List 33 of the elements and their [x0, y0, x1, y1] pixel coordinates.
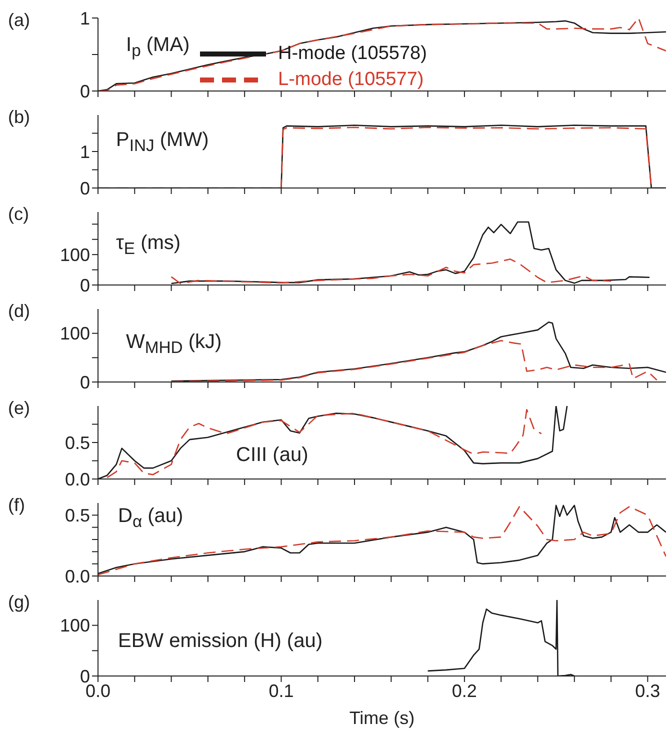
y-tick-label: 0: [80, 81, 90, 102]
text: (e): [8, 398, 30, 419]
x-axis-title: Time (s): [349, 708, 415, 728]
text: (b): [8, 107, 30, 128]
x-tick-label: 0.2: [452, 680, 477, 701]
text: (g): [8, 592, 30, 613]
text: (f): [8, 495, 25, 516]
text: (a): [8, 10, 30, 31]
y-axis-title: τ$_{E}$ (ms): [116, 232, 181, 259]
x-tick-label: 0.1: [268, 680, 294, 701]
y-axis-title: CIII (au): [236, 444, 308, 467]
y-axis-title: D$_{α}$ (au): [118, 505, 184, 532]
x-tick-label: 0.3: [635, 680, 660, 701]
y-tick-label: 1: [80, 142, 90, 162]
y-tick-label: 100: [60, 324, 90, 344]
y-axis-title: P$_{INJ}$ (MW): [116, 129, 209, 156]
y-tick-label: 0: [80, 372, 90, 392]
y-tick-label: 100: [60, 616, 90, 636]
y-tick-label: 0: [80, 178, 90, 198]
legend-label: H-mode (105578): [278, 42, 427, 64]
y-tick-label: 0.0: [64, 469, 90, 490]
legend-label: L-mode (105577): [278, 68, 424, 90]
y-axis-title: I$_{p}$ (MA): [126, 34, 190, 61]
y-tick-label: 0.0: [64, 566, 90, 586]
y-tick-label: 0: [80, 275, 90, 296]
text: (d): [8, 301, 30, 322]
y-tick-label: 0.5: [64, 432, 90, 453]
y-axis-title: EBW emission (H) (au): [118, 630, 322, 653]
text: (c): [8, 204, 29, 225]
y-tick-label: 100: [60, 244, 90, 265]
y-tick-label: 1: [80, 8, 90, 28]
y-axis-title: W$_{MHD}$ (kJ): [126, 331, 222, 358]
y-tick-label: 0.5: [64, 506, 90, 526]
